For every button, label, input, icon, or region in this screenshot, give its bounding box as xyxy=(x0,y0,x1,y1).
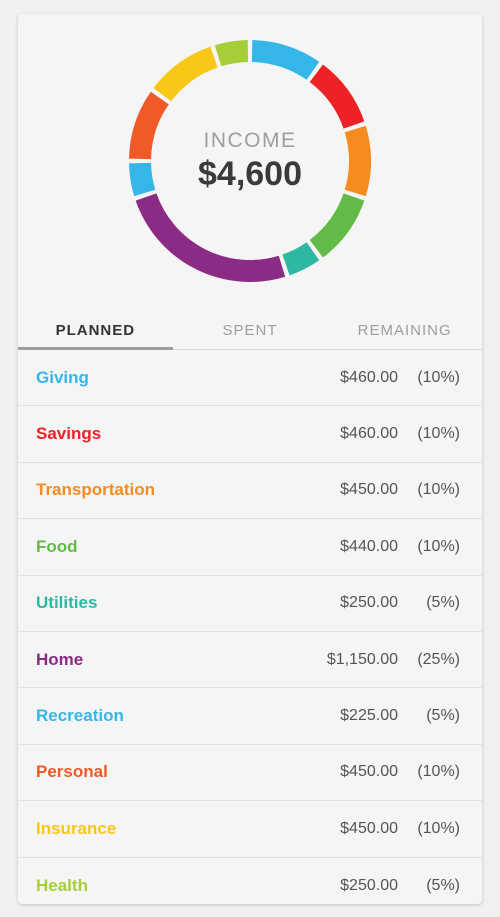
category-row[interactable]: Utilities$250.00(5%) xyxy=(18,576,482,632)
category-amount: $460.00 xyxy=(288,369,398,387)
category-row[interactable]: Personal$450.00(10%) xyxy=(18,745,482,801)
category-amount: $460.00 xyxy=(288,425,398,443)
category-amount: $225.00 xyxy=(288,707,398,725)
category-row[interactable]: Home$1,150.00(25%) xyxy=(18,632,482,688)
category-amount: $250.00 xyxy=(288,594,398,612)
tab-planned[interactable]: PLANNED xyxy=(18,310,173,349)
category-row[interactable]: Recreation$225.00(5%) xyxy=(18,688,482,744)
category-row[interactable]: Insurance$450.00(10%) xyxy=(18,801,482,857)
tab-remaining[interactable]: REMAINING xyxy=(327,310,482,349)
category-amount: $450.00 xyxy=(288,481,398,499)
category-percent: (10%) xyxy=(398,481,460,499)
category-percent: (10%) xyxy=(398,763,460,781)
category-row[interactable]: Transportation$450.00(10%) xyxy=(18,463,482,519)
category-row[interactable]: Food$440.00(10%) xyxy=(18,519,482,575)
category-name: Savings xyxy=(36,424,288,444)
category-row[interactable]: Health$250.00(5%) xyxy=(18,858,482,904)
category-amount: $440.00 xyxy=(288,538,398,556)
category-percent: (25%) xyxy=(398,651,460,669)
category-percent: (10%) xyxy=(398,369,460,387)
category-name: Home xyxy=(36,650,288,670)
category-row[interactable]: Savings$460.00(10%) xyxy=(18,406,482,462)
category-percent: (5%) xyxy=(398,594,460,612)
income-amount: $4,600 xyxy=(198,155,302,194)
income-label: INCOME xyxy=(204,129,297,153)
category-amount: $450.00 xyxy=(288,763,398,781)
category-name: Food xyxy=(36,537,288,557)
category-amount: $450.00 xyxy=(288,820,398,838)
income-donut-chart: INCOME $4,600 xyxy=(129,40,371,282)
category-percent: (5%) xyxy=(398,707,460,725)
category-percent: (10%) xyxy=(398,820,460,838)
category-list: Giving$460.00(10%)Savings$460.00(10%)Tra… xyxy=(18,350,482,904)
category-percent: (10%) xyxy=(398,425,460,443)
donut-chart-container: INCOME $4,600 xyxy=(18,14,482,310)
category-percent: (5%) xyxy=(398,877,460,895)
category-name: Utilities xyxy=(36,593,288,613)
budget-card: INCOME $4,600 PLANNED SPENT REMAINING Givi… xyxy=(18,14,482,904)
tab-label: PLANNED xyxy=(56,322,136,339)
category-name: Personal xyxy=(36,762,288,782)
category-name: Health xyxy=(36,876,288,896)
category-name: Insurance xyxy=(36,819,288,839)
category-name: Transportation xyxy=(36,480,288,500)
view-tabs: PLANNED SPENT REMAINING xyxy=(18,310,482,350)
category-row[interactable]: Giving$460.00(10%) xyxy=(18,350,482,406)
category-amount: $250.00 xyxy=(288,877,398,895)
tab-label: REMAINING xyxy=(358,322,452,339)
category-name: Recreation xyxy=(36,706,288,726)
donut-center: INCOME $4,600 xyxy=(129,40,371,282)
category-amount: $1,150.00 xyxy=(288,651,398,669)
tab-label: SPENT xyxy=(223,322,278,339)
tab-spent[interactable]: SPENT xyxy=(173,310,328,349)
category-percent: (10%) xyxy=(398,538,460,556)
category-name: Giving xyxy=(36,368,288,388)
